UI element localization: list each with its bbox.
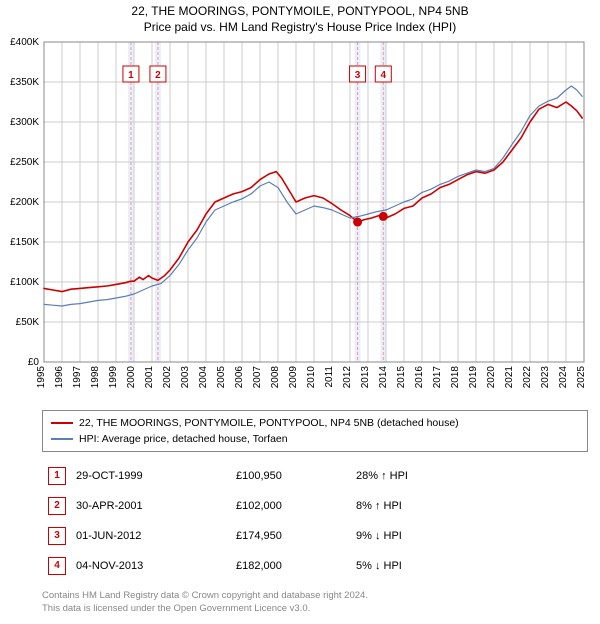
svg-text:2023: 2023 [540,366,551,389]
svg-text:2006: 2006 [234,366,245,389]
svg-text:2012: 2012 [342,366,353,389]
event-price: £182,000 [232,552,350,580]
svg-text:2003: 2003 [180,366,191,389]
svg-text:£100K: £100K [10,277,39,288]
attribution: Contains HM Land Registry data © Crown c… [42,590,588,616]
event-diff: 5% ↓ HPI [352,552,470,580]
event-row: 2 30-APR-2001£102,0008% ↑ HPI [44,492,470,520]
svg-text:2021: 2021 [504,366,515,389]
title-line1: 22, THE MOORINGS, PONTYMOILE, PONTYPOOL,… [0,4,600,18]
svg-text:2022: 2022 [522,366,533,389]
svg-text:2016: 2016 [414,366,425,389]
event-date: 30-APR-2001 [72,492,230,520]
footer-line2: This data is licensed under the Open Gov… [42,603,588,616]
title-line2: Price paid vs. HM Land Registry's House … [0,20,600,34]
event-num-box: 4 [48,557,66,575]
event-date: 29-OCT-1999 [72,462,230,490]
svg-text:2001: 2001 [144,366,155,389]
svg-text:3: 3 [355,70,361,81]
event-row: 1 29-OCT-1999£100,95028% ↑ HPI [44,462,470,490]
svg-text:2010: 2010 [306,366,317,389]
svg-text:2004: 2004 [198,366,209,389]
events-table: 1 29-OCT-1999£100,95028% ↑ HPI 2 30-APR-200… [42,460,472,582]
legend-swatch-property [51,422,73,424]
legend-label-hpi: HPI: Average price, detached house, Torf… [79,431,288,447]
svg-text:2000: 2000 [126,366,137,389]
svg-text:1998: 1998 [90,366,101,389]
legend-row-hpi: HPI: Average price, detached house, Torf… [51,431,579,447]
svg-text:1997: 1997 [72,366,83,389]
legend-swatch-hpi [51,438,73,440]
svg-text:2005: 2005 [216,366,227,389]
event-row: 3 01-JUN-2012£174,9509% ↓ HPI [44,522,470,550]
svg-text:2013: 2013 [360,366,371,389]
legend: 22, THE MOORINGS, PONTYMOILE, PONTYPOOL,… [42,410,588,452]
chart-area: 1234£0£50K£100K£150K£200K£250K£300K£350K… [0,34,600,404]
svg-text:1995: 1995 [36,366,47,389]
svg-text:£50K: £50K [16,317,40,328]
svg-text:£350K: £350K [10,77,39,88]
event-date: 01-JUN-2012 [72,522,230,550]
svg-text:1: 1 [128,70,134,81]
event-num-box: 1 [48,467,66,485]
svg-text:2025: 2025 [576,366,587,389]
svg-text:2020: 2020 [486,366,497,389]
event-diff: 28% ↑ HPI [352,462,470,490]
svg-text:2015: 2015 [396,366,407,389]
svg-text:2011: 2011 [324,366,335,388]
svg-text:2014: 2014 [378,366,389,389]
svg-text:£150K: £150K [10,237,39,248]
event-price: £174,950 [232,522,350,550]
legend-row-property: 22, THE MOORINGS, PONTYMOILE, PONTYPOOL,… [51,415,579,431]
svg-text:2024: 2024 [558,366,569,389]
svg-text:2009: 2009 [288,366,299,389]
svg-text:2: 2 [155,70,161,81]
svg-text:1999: 1999 [108,366,119,389]
svg-text:£250K: £250K [10,157,39,168]
event-row: 4 04-NOV-2013£182,0005% ↓ HPI [44,552,470,580]
svg-text:2007: 2007 [252,366,263,389]
event-date: 04-NOV-2013 [72,552,230,580]
svg-text:2017: 2017 [432,366,443,389]
svg-text:2002: 2002 [162,366,173,389]
svg-text:£300K: £300K [10,117,39,128]
svg-text:£400K: £400K [10,37,39,48]
svg-text:1996: 1996 [54,366,65,389]
legend-label-property: 22, THE MOORINGS, PONTYMOILE, PONTYPOOL,… [79,415,459,431]
footer-line1: Contains HM Land Registry data © Crown c… [42,590,588,603]
event-diff: 8% ↑ HPI [352,492,470,520]
svg-text:2018: 2018 [450,366,461,389]
event-num-box: 3 [48,527,66,545]
svg-text:2019: 2019 [468,366,479,389]
event-num-box: 2 [48,497,66,515]
chart-titles: 22, THE MOORINGS, PONTYMOILE, PONTYPOOL,… [0,0,600,34]
svg-text:2008: 2008 [270,366,281,389]
chart-svg: 1234£0£50K£100K£150K£200K£250K£300K£350K… [0,34,600,404]
event-diff: 9% ↓ HPI [352,522,470,550]
event-price: £102,000 [232,492,350,520]
svg-text:4: 4 [381,70,387,81]
event-price: £100,950 [232,462,350,490]
svg-text:£200K: £200K [10,197,39,208]
